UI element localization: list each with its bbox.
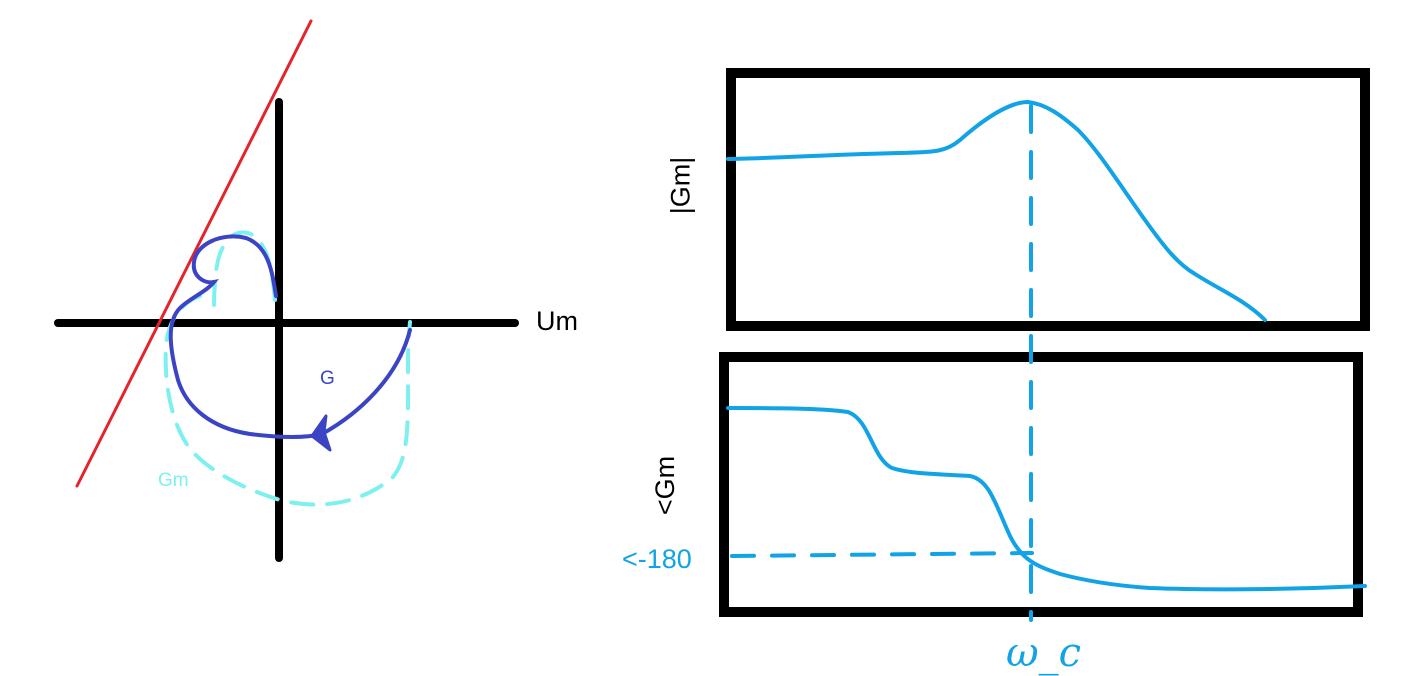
bode-phase-plot: [719, 352, 1367, 617]
curve-g-arrowhead: [310, 414, 332, 452]
tangent-line: [75, 19, 313, 488]
curve-g-label: G: [320, 368, 335, 389]
curve-gm: [163, 230, 412, 507]
phase-ylabel: <Gm: [650, 455, 681, 516]
magnitude-frame: [726, 68, 1370, 331]
phase-frame: [719, 352, 1363, 617]
crossover-frequency-label: ω_c: [1006, 630, 1082, 676]
nyquist-plot: [54, 19, 519, 562]
phase-curve: [726, 406, 1367, 592]
phase-minus180-dashed-line: [730, 551, 1034, 558]
curve-g: [168, 234, 412, 439]
curve-gm-label: Gm: [158, 470, 189, 491]
phase-minus180-label: <-180: [622, 544, 692, 574]
bode-magnitude-plot: [726, 68, 1370, 331]
magnitude-ylabel: |Gm|: [665, 156, 696, 215]
real-axis-label: Um: [536, 306, 578, 336]
magnitude-curve: [726, 99, 1267, 322]
